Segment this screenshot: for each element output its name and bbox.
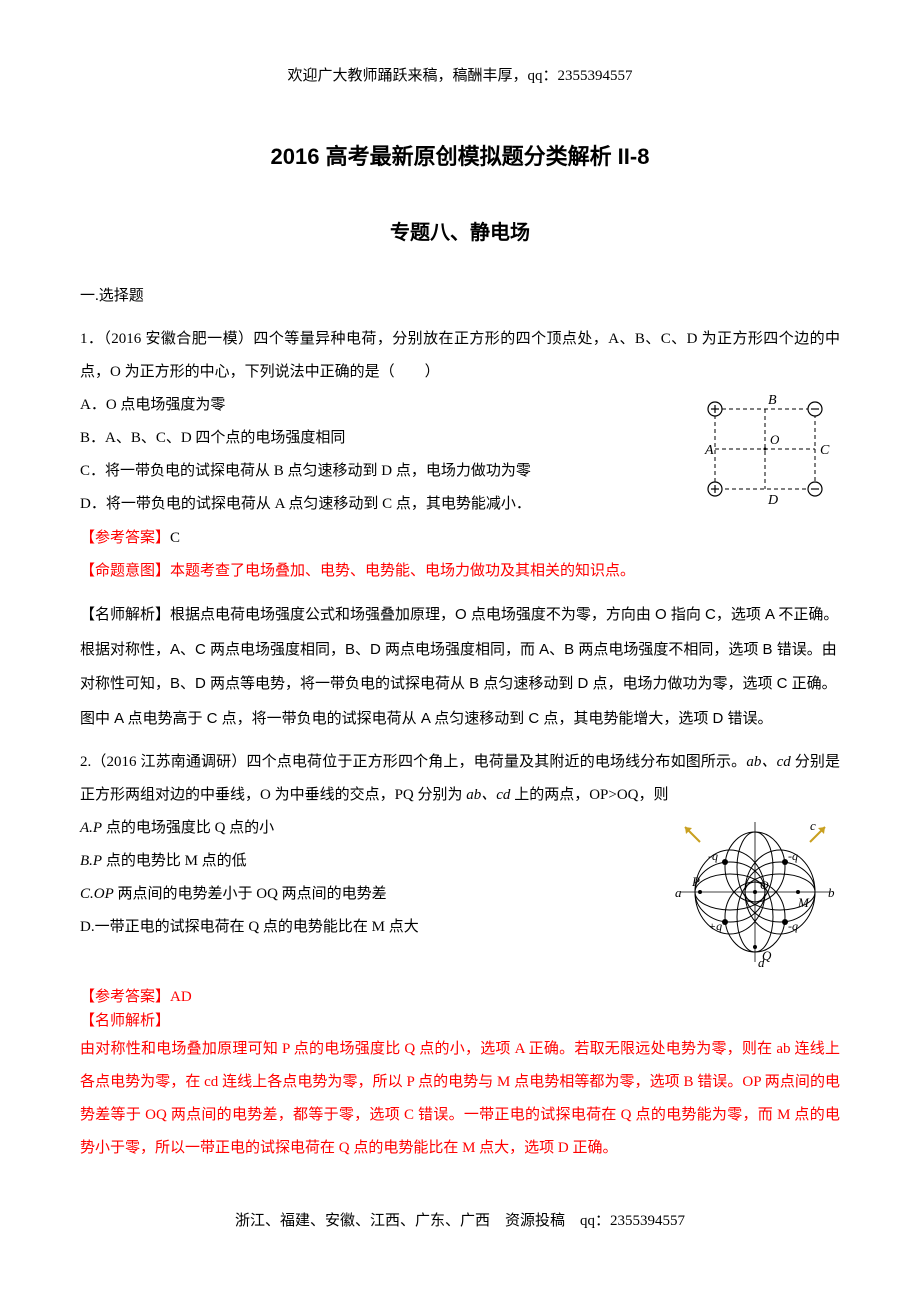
q1-analysis-text: 根据点电荷电场强度公式和场强叠加原理，O 点电场强度不为零，方向由 O 指向 C…	[80, 606, 838, 727]
sub-title: 专题八、静电场	[80, 211, 840, 255]
svg-text:C: C	[820, 443, 830, 458]
q1-intent: 【命题意图】本题考查了电场叠加、电势、电势能、电场力做功及其相关的知识点。	[80, 555, 840, 588]
q1-stem: 1．（2016 安徽合肥一模）四个等量异种电荷，分别放在正方形的四个顶点处，A、…	[80, 323, 840, 389]
svg-text:c: c	[810, 818, 816, 833]
svg-text:P: P	[691, 874, 700, 889]
q2-figure: a b c d P Q O M -q -q +q -q	[670, 812, 840, 985]
q2-stem-p1: 2.（2016 江苏南通调研）四个点电荷位于正方形四个角上，电荷量及其附近的电场…	[80, 754, 746, 770]
q1-answer-label: 【参考答案】	[80, 530, 170, 546]
square-charge-diagram-icon: A B C D O	[690, 389, 840, 509]
svg-text:D: D	[767, 493, 778, 508]
q2-stem-p4: ab、cd	[466, 787, 510, 803]
question-1: 1．（2016 安徽合肥一模）四个等量异种电荷，分别放在正方形的四个顶点处，A、…	[80, 323, 840, 736]
svg-text:b: b	[828, 885, 835, 900]
svg-text:M: M	[797, 895, 810, 910]
q2-stem: 2.（2016 江苏南通调研）四个点电荷位于正方形四个角上，电荷量及其附近的电场…	[80, 746, 840, 812]
q2-stem-p2: ab、cd	[746, 754, 790, 770]
svg-text:O: O	[760, 878, 769, 892]
main-title: 2016 高考最新原创模拟题分类解析 II-8	[80, 133, 840, 181]
footer-note: 浙江、福建、安徽、江西、广东、广西 资源投稿 qq：2355394557	[80, 1205, 840, 1238]
svg-text:O: O	[770, 432, 780, 447]
header-note: 欢迎广大教师踊跃来稿，稿酬丰厚，qq：2355394557	[80, 60, 840, 93]
svg-text:A: A	[704, 443, 714, 458]
q1-analysis: 【名师解析】根据点电荷电场强度公式和场强叠加原理，O 点电场强度不为零，方向由 …	[80, 598, 840, 736]
q1-answer: 【参考答案】C	[80, 522, 840, 555]
q2-analysis-label: 【名师解析】	[80, 1009, 840, 1033]
svg-text:+q: +q	[708, 919, 722, 933]
svg-text:-q: -q	[788, 849, 798, 863]
q1-figure: A B C D O	[690, 389, 840, 522]
svg-text:B: B	[768, 393, 777, 408]
q1-answer-value: C	[170, 530, 180, 546]
svg-text:a: a	[675, 885, 682, 900]
svg-text:Q: Q	[762, 948, 772, 963]
section-heading: 一.选择题	[80, 280, 840, 313]
q2-answer-label: 【参考答案】	[80, 989, 170, 1005]
svg-text:-q: -q	[708, 849, 718, 863]
q2-analysis-text: 由对称性和电场叠加原理可知 P 点的电场强度比 Q 点的小，选项 A 正确。若取…	[80, 1033, 840, 1165]
q2-answer: 【参考答案】AD	[80, 985, 840, 1009]
q2-answer-value: AD	[170, 989, 192, 1005]
svg-text:-q: -q	[788, 919, 798, 933]
q1-analysis-label: 【名师解析】	[80, 606, 170, 623]
question-2: 2.（2016 江苏南通调研）四个点电荷位于正方形四个角上，电荷量及其附近的电场…	[80, 746, 840, 1165]
field-lines-diagram-icon: a b c d P Q O M -q -q +q -q	[670, 812, 840, 972]
q2-stem-p5: 上的两点，OP>OQ，则	[510, 787, 668, 803]
